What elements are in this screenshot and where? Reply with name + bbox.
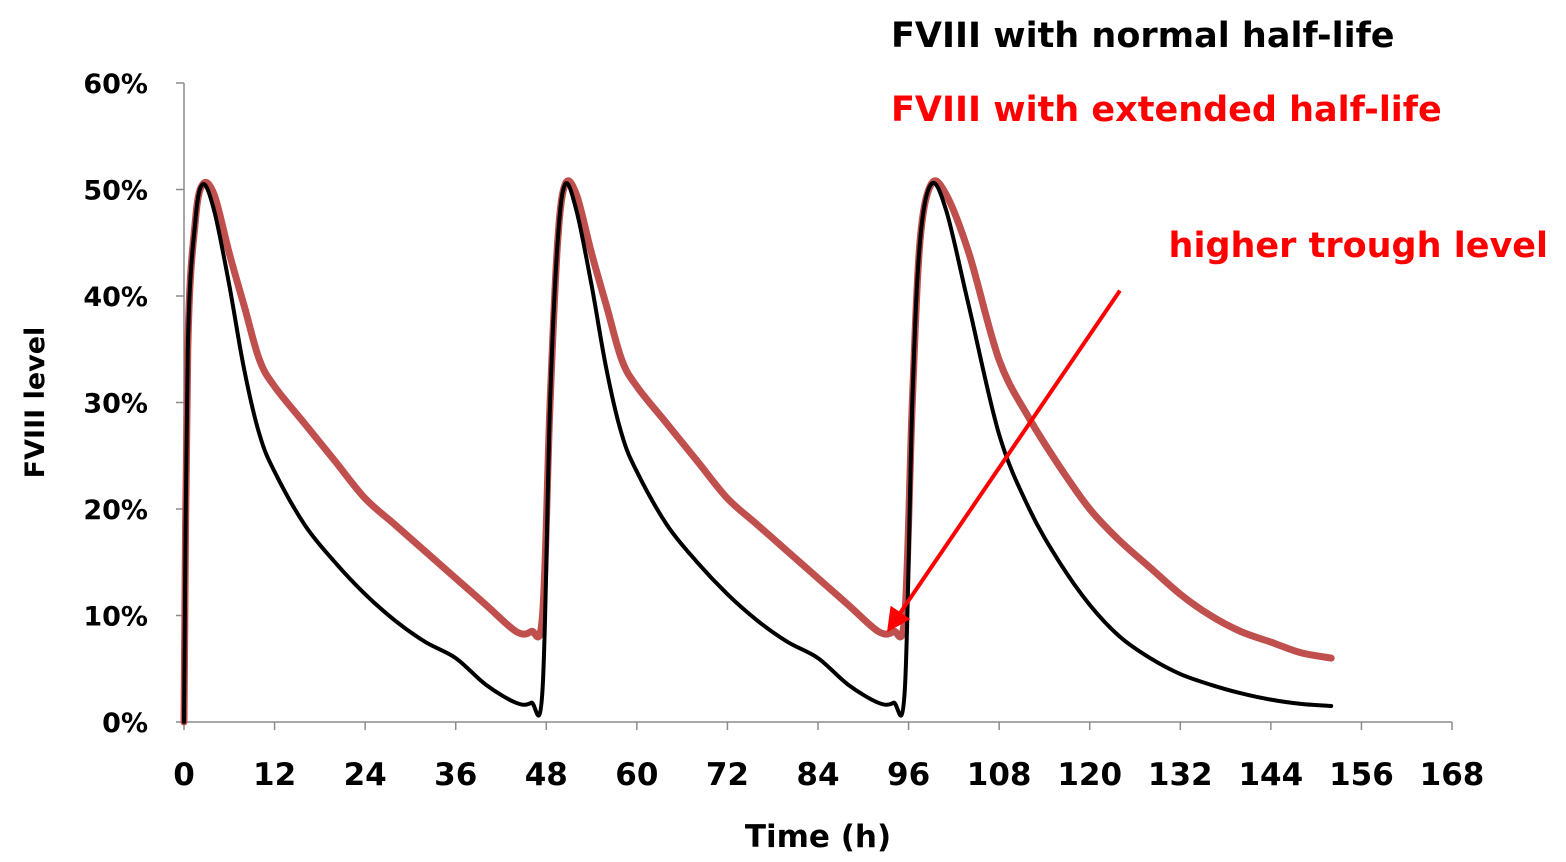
series-line-extended-half-life — [180, 177, 1335, 726]
series-line-normal-half-life — [182, 180, 1334, 724]
x-tick-label: 120 — [1057, 757, 1122, 793]
legend-entry: FVIII with extended half-life — [891, 90, 1442, 130]
x-tick-label: 132 — [1148, 757, 1213, 793]
axes: 0% 10% 20% 30% 40% 50% 60% 0 12 24 36 48 60 72 84 96 108… — [20, 69, 1484, 855]
x-tick-label: 0 — [173, 757, 195, 793]
y-tick-label: 40% — [83, 282, 148, 313]
x-tick-label: 108 — [967, 757, 1032, 793]
x-tick-label: 72 — [706, 757, 749, 793]
y-tick-label: 20% — [83, 495, 148, 526]
annotation-layer: higher trough level — [886, 226, 1548, 633]
x-tick-label: 168 — [1420, 757, 1485, 793]
x-tick-label: 36 — [434, 757, 477, 793]
x-tick-label: 84 — [796, 757, 839, 793]
series-layer — [180, 177, 1335, 726]
x-axis-title: Time (h) — [745, 819, 891, 855]
annotation-arrow — [886, 289, 1122, 633]
x-tick-label: 12 — [253, 757, 296, 793]
x-tick-label: 24 — [344, 757, 387, 793]
x-tick-label: 96 — [887, 757, 930, 793]
annotation-text: higher trough level — [1169, 226, 1548, 266]
x-tick-label: 144 — [1238, 757, 1303, 793]
y-axis-title: FVIII level — [20, 327, 51, 479]
y-tick-label: 50% — [83, 176, 148, 207]
y-tick-label: 30% — [83, 389, 148, 420]
y-tick-label: 10% — [83, 602, 148, 633]
legend-entry: FVIII with normal half-life — [891, 16, 1395, 56]
x-tick-label: 60 — [615, 757, 658, 793]
y-tick-label: 60% — [83, 69, 148, 100]
x-tick-label: 156 — [1329, 757, 1394, 793]
y-tick-label: 0% — [102, 708, 148, 739]
legend: FVIII with normal half-life FVIII with ex… — [891, 16, 1442, 130]
x-tick-label: 48 — [525, 757, 568, 793]
